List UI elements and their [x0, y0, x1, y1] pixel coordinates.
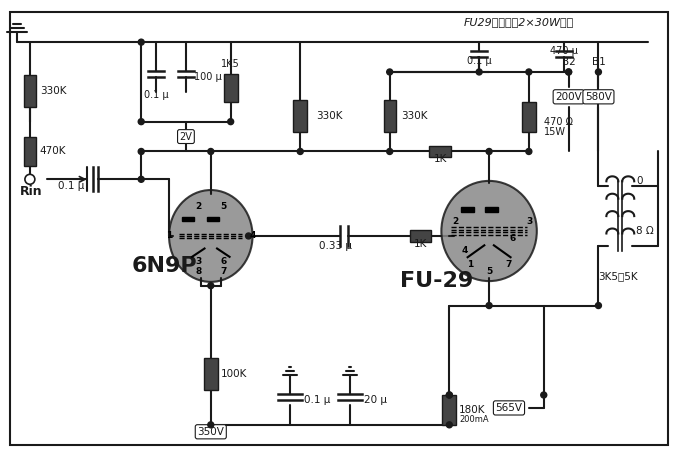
Circle shape [208, 148, 214, 154]
Circle shape [208, 422, 214, 428]
Text: 3K5～5K: 3K5～5K [598, 271, 638, 281]
Circle shape [228, 118, 234, 124]
Circle shape [138, 118, 144, 124]
Bar [293, 100, 307, 131]
Circle shape [526, 69, 532, 75]
Circle shape [297, 148, 303, 154]
Text: 200mA: 200mA [459, 415, 489, 425]
Bar [182, 218, 194, 221]
Text: 4: 4 [462, 246, 469, 254]
Text: 330K: 330K [402, 111, 428, 121]
Circle shape [596, 302, 601, 308]
Text: 2: 2 [195, 202, 201, 211]
Circle shape [526, 148, 532, 154]
Circle shape [25, 174, 35, 184]
Circle shape [566, 69, 572, 75]
Circle shape [446, 422, 452, 428]
Text: 1: 1 [467, 260, 473, 269]
Text: 100 μ: 100 μ [194, 72, 222, 82]
Circle shape [387, 148, 392, 154]
Bar [24, 136, 36, 166]
Circle shape [27, 176, 33, 182]
Text: B2: B2 [562, 57, 575, 67]
Text: 1: 1 [166, 231, 172, 241]
Circle shape [486, 302, 492, 308]
Text: 0.1 μ: 0.1 μ [467, 56, 492, 66]
Circle shape [596, 69, 601, 75]
Text: 1K5: 1K5 [221, 59, 240, 69]
Circle shape [541, 392, 547, 398]
Text: 6: 6 [510, 234, 516, 242]
Text: 5: 5 [220, 202, 226, 211]
Text: 20 μ: 20 μ [364, 395, 387, 405]
Circle shape [245, 233, 252, 239]
Text: 470K: 470K [40, 147, 67, 156]
Text: 5: 5 [486, 267, 492, 276]
Text: 330K: 330K [40, 86, 67, 96]
Circle shape [446, 392, 452, 398]
Text: 580V: 580V [585, 92, 612, 102]
Circle shape [138, 39, 144, 45]
Bar [384, 100, 396, 131]
Text: 3: 3 [526, 217, 532, 226]
Text: 0.1 μ: 0.1 μ [304, 395, 330, 405]
Bar [443, 395, 456, 425]
Text: 1K: 1K [414, 239, 427, 249]
Bar [204, 358, 218, 390]
Text: FU29并联单端2×30W功放: FU29并联单端2×30W功放 [464, 17, 574, 27]
Text: 8 Ω: 8 Ω [636, 226, 654, 236]
Circle shape [387, 69, 392, 75]
Text: 4: 4 [250, 231, 256, 241]
Text: 6: 6 [220, 256, 226, 266]
Text: 0.1 μ: 0.1 μ [58, 181, 85, 191]
Text: 3: 3 [195, 256, 201, 266]
Bar [461, 207, 474, 212]
Text: Rin: Rin [20, 185, 43, 198]
Text: 2V: 2V [180, 131, 192, 142]
Text: 8: 8 [195, 267, 201, 276]
Text: 470 μ: 470 μ [549, 46, 577, 56]
Text: 1K: 1K [434, 154, 447, 165]
Text: 180K: 180K [459, 405, 486, 415]
Bar [207, 218, 219, 221]
Circle shape [476, 69, 482, 75]
Text: FU-29: FU-29 [400, 271, 473, 291]
Bar [224, 74, 237, 102]
Text: 0.33 μ: 0.33 μ [318, 241, 352, 251]
Ellipse shape [441, 181, 537, 281]
Bar [409, 230, 431, 242]
Text: 0: 0 [636, 176, 643, 186]
Text: 470 Ω: 470 Ω [544, 117, 573, 127]
Text: 7: 7 [505, 260, 511, 269]
Text: 565V: 565V [496, 403, 522, 413]
Circle shape [138, 176, 144, 182]
Ellipse shape [169, 190, 252, 282]
Circle shape [486, 148, 492, 154]
Text: 15W: 15W [544, 127, 566, 136]
Bar [430, 146, 452, 158]
Text: 0.1 μ: 0.1 μ [143, 90, 169, 100]
Text: 330K: 330K [316, 111, 343, 121]
Text: 100K: 100K [221, 369, 247, 379]
Text: 6N9P: 6N9P [131, 256, 197, 276]
Bar [522, 102, 536, 131]
Text: 2: 2 [453, 217, 459, 226]
Text: 350V: 350V [197, 427, 224, 437]
Circle shape [138, 148, 144, 154]
Bar [485, 207, 498, 212]
Text: 7: 7 [220, 267, 226, 276]
Text: 200V: 200V [556, 92, 582, 102]
Text: B1: B1 [592, 57, 605, 67]
Circle shape [446, 392, 452, 398]
Bar [24, 75, 36, 107]
Circle shape [208, 283, 214, 289]
Circle shape [566, 69, 572, 75]
